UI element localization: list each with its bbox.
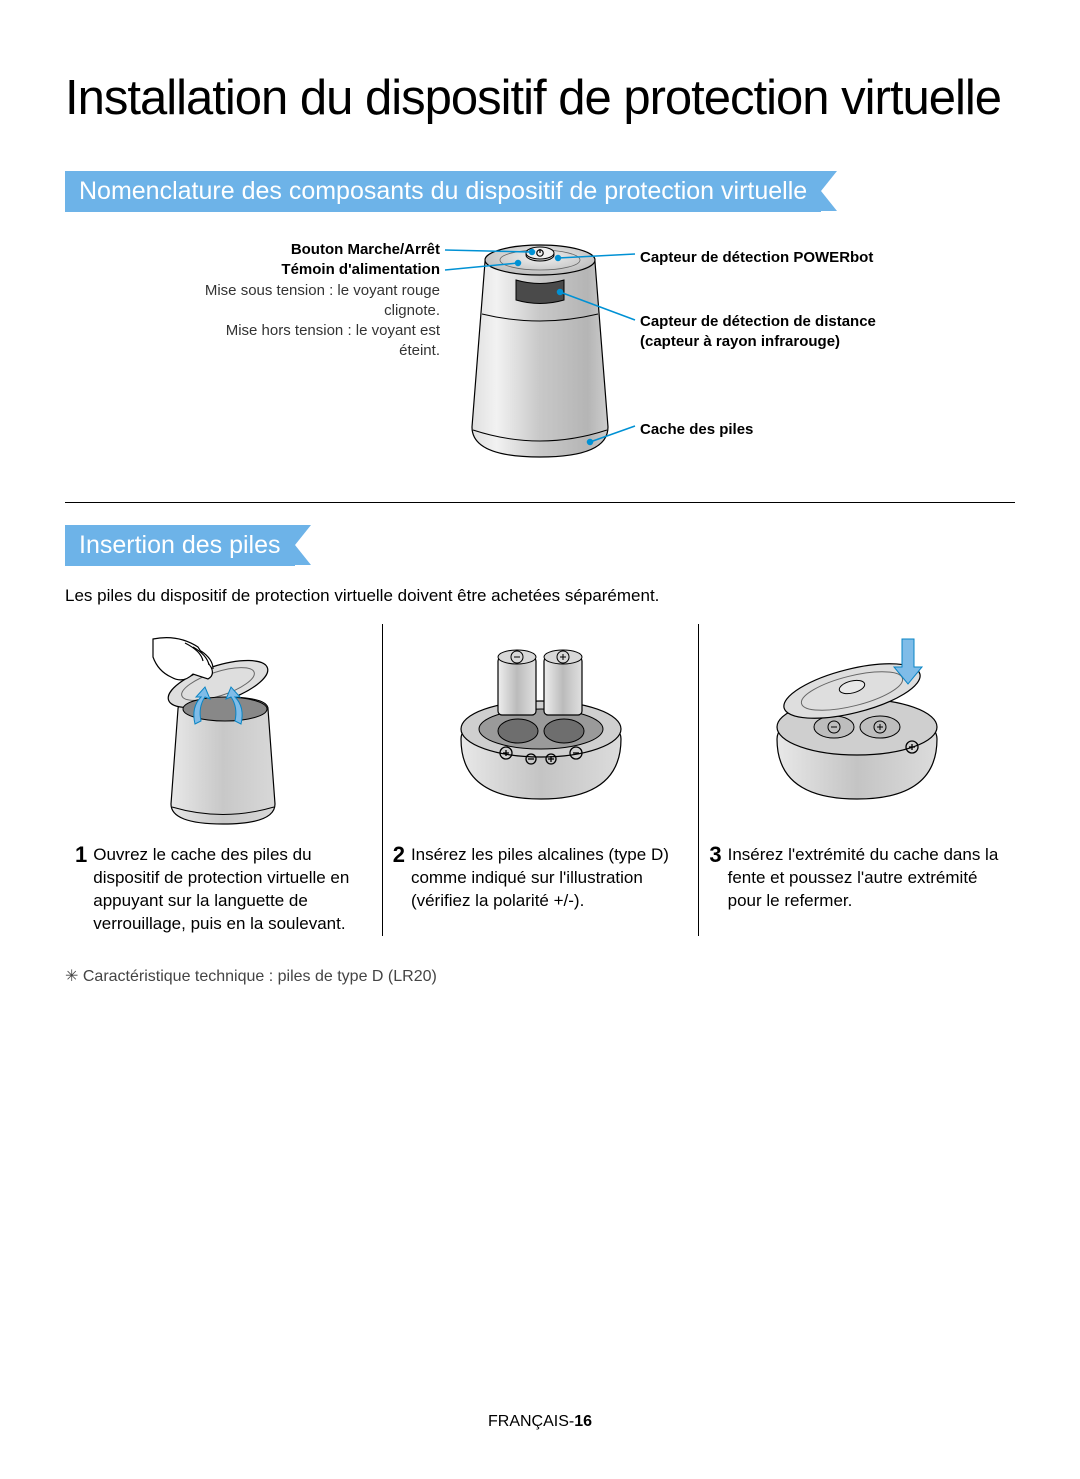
footer-page: 16 [574, 1413, 592, 1430]
section2-intro: Les piles du dispositif de protection vi… [65, 586, 1015, 606]
step-2-illustration [436, 629, 646, 829]
footnote-symbol: ✳ [65, 968, 78, 985]
label-distance-sensor-1: Capteur de détection de distance [640, 312, 910, 332]
step-3-illustration [752, 629, 962, 829]
step-1-num: 1 [75, 844, 87, 936]
steps-row: 1 Ouvrez le cache des piles du dispositi… [65, 624, 1015, 936]
step-1-text: Ouvrez le cache des piles du dispositif … [93, 844, 371, 936]
footnote-text: Caractéristique technique : piles de typ… [83, 968, 437, 985]
page-title: Installation du dispositif de protection… [65, 70, 1015, 126]
footnote: ✳ Caractéristique technique : piles de t… [65, 966, 1015, 986]
label-power-led: Témoin d'alimentation [200, 260, 440, 280]
label-powerbot-sensor: Capteur de détection POWERbot [640, 248, 900, 268]
footer-lang: FRANÇAIS- [488, 1413, 574, 1430]
step-1-illustration [123, 629, 323, 829]
label-on-desc: Mise sous tension : le voyant rouge clig… [200, 281, 440, 322]
step-2-text: Insérez les piles alcalines (type D) com… [411, 844, 688, 913]
section-heading-2: Insertion des piles [65, 525, 295, 566]
label-power-button: Bouton Marche/Arrêt [200, 240, 440, 260]
label-off-desc: Mise hors tension : le voyant est éteint… [200, 321, 440, 362]
step-3-text: Insérez l'extrémité du cache dans la fen… [728, 844, 1005, 913]
step-1: 1 Ouvrez le cache des piles du dispositi… [65, 624, 382, 936]
device-diagram: Bouton Marche/Arrêt Témoin d'alimentatio… [65, 232, 1015, 477]
section-heading-1: Nomenclature des composants du dispositi… [65, 171, 821, 212]
step-3-num: 3 [709, 844, 721, 913]
label-battery-cover: Cache des piles [640, 420, 900, 440]
step-3: 3 Insérez l'extrémité du cache dans la f… [698, 624, 1015, 936]
page-footer: FRANÇAIS-16 [0, 1413, 1080, 1431]
section-divider [65, 502, 1015, 503]
step-2-num: 2 [393, 844, 405, 913]
step-2: 2 Insérez les piles alcalines (type D) c… [382, 624, 699, 936]
label-distance-sensor-2: (capteur à rayon infrarouge) [640, 332, 910, 352]
